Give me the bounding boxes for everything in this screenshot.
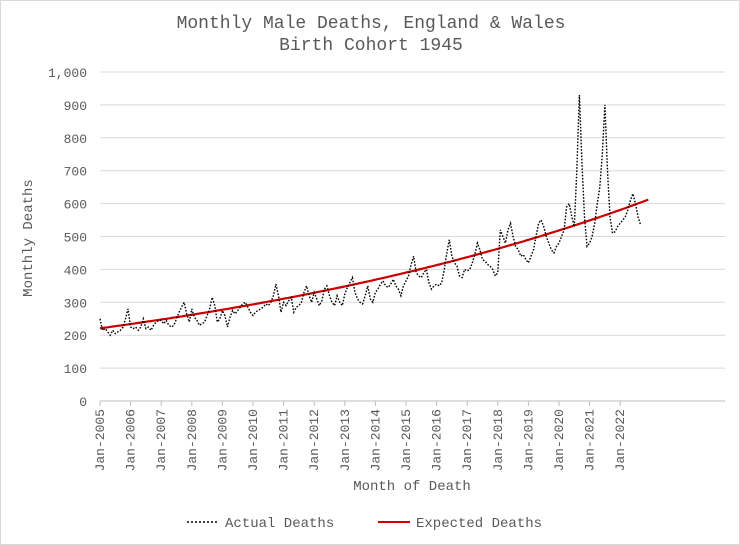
y-tick-label: 900 [64,99,87,114]
y-tick-label: 700 [64,165,87,180]
x-tick-label: Jan-2007 [154,409,169,471]
y-axis-title: Monthly Deaths [21,179,37,297]
y-tick-label: 400 [64,263,87,278]
y-tick-label: 600 [64,198,87,213]
y-tick-label: 0 [79,395,87,410]
legend-label-actual: Actual Deaths [225,516,334,532]
gridlines [100,71,725,402]
x-tick-label: Jan-2015 [399,409,414,471]
x-tick-label: Jan-2021 [583,409,598,472]
legend: Actual Deaths Expected Deaths [187,516,542,532]
y-tick-label: 100 [64,362,87,377]
actual-deaths-line [99,94,642,337]
y-tick-label: 300 [64,296,87,311]
x-tick-label: Jan-2008 [185,409,200,471]
expected-deaths-line [99,198,649,330]
x-tick-label: Jan-2022 [613,409,628,471]
y-axis-ticks: 0 100 200 300 400 500 600 700 800 900 1,000 [48,66,87,410]
y-tick-label: 200 [64,329,87,344]
x-tick-label: Jan-2014 [368,409,383,472]
x-tick-label: Jan-2017 [460,409,475,471]
x-axis-title: Month of Death [353,479,471,495]
x-tick-label: Jan-2005 [93,409,108,471]
x-tick-label: Jan-2009 [215,409,230,471]
x-tick-label: Jan-2020 [552,409,567,471]
x-tick-label: Jan-2013 [338,409,353,471]
x-tick-label: Jan-2010 [246,409,261,471]
x-tick-label: Jan-2006 [124,409,139,471]
x-axis-ticks: Jan-2005 Jan-2006 Jan-2007 Jan-2008 Jan-2009… [93,401,628,471]
chart-subtitle: Birth Cohort 1945 [279,36,463,56]
x-tick-label: Jan-2019 [521,409,536,471]
y-tick-label: 500 [64,231,87,246]
chart-title: Monthly Male Deaths, England & Wales [177,14,566,34]
legend-label-expected: Expected Deaths [416,516,542,532]
y-tick-label: 800 [64,132,87,147]
series-lines [99,94,649,337]
x-tick-label: Jan-2012 [307,409,322,471]
x-tick-label: Jan-2016 [430,409,445,471]
x-tick-label: Jan-2011 [277,409,292,472]
y-tick-label: 1,000 [48,66,87,81]
x-tick-label: Jan-2018 [491,409,506,471]
